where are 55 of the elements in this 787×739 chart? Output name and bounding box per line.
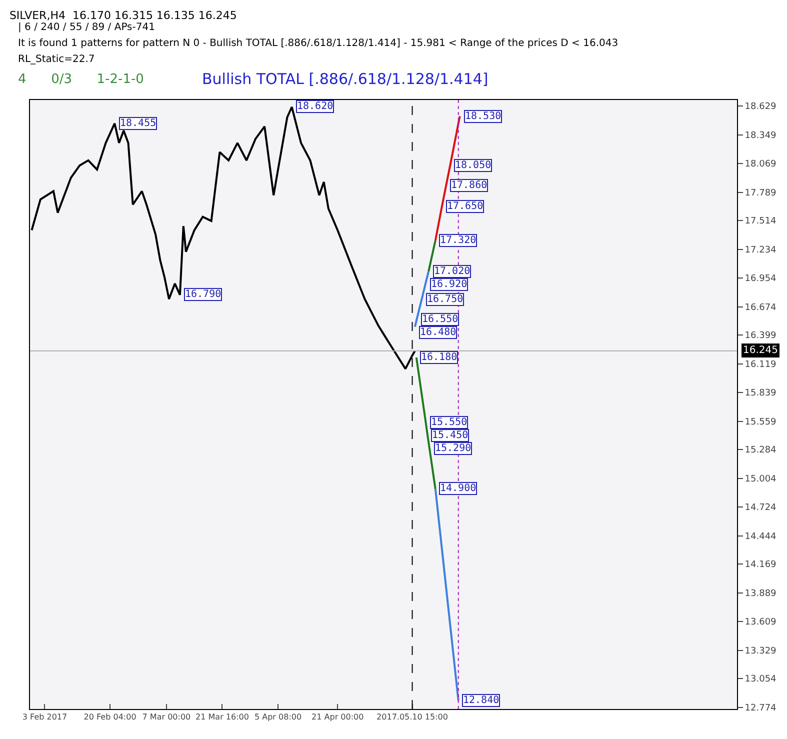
x-tick-label: 7 Mar 00:00 <box>142 712 191 722</box>
ref-line-label: 16.245 <box>743 345 778 356</box>
y-tick-label: 16.954 <box>744 274 777 284</box>
text: 4 0/3 1-2-1-0 <box>18 72 144 87</box>
y-tick-label: 18.349 <box>744 130 777 141</box>
y-tick-label: 13.054 <box>744 674 777 685</box>
y-tick-label: 16.399 <box>744 331 777 342</box>
y-tick-label: 17.234 <box>744 245 777 256</box>
annotation: 16.550 <box>422 314 458 325</box>
y-tick-label: 18.069 <box>744 160 777 170</box>
annotation: 17.860 <box>451 180 488 191</box>
annotation: 17.320 <box>440 235 476 246</box>
x-tick-label: 21 Mar 16:00 <box>196 712 249 722</box>
y-tick-label: 13.329 <box>744 646 777 656</box>
text: | 6 / 240 / 55 / 89 / APs-741 <box>18 22 155 33</box>
text: RL_Static=22.7 <box>18 54 95 65</box>
y-tick-label: 17.789 <box>744 188 777 198</box>
annotation: 16.790 <box>185 289 222 300</box>
y-tick-label: 16.674 <box>744 302 777 313</box>
y-tick-label: 13.609 <box>744 618 777 628</box>
annotation: 17.020 <box>434 266 470 277</box>
annotation: 15.450 <box>432 430 468 441</box>
annotation: 17.650 <box>447 201 484 212</box>
text: It is found 1 patterns for pattern N 0 - Bullish TOTAL [.886/.618/1.128/1.414] - 15.981 < Range of the prices D < 16.043 <box>18 38 618 49</box>
annotation: 15.550 <box>431 417 468 428</box>
annotation: 16.180 <box>421 352 458 363</box>
x-tick-label: 3 Feb 2017 <box>22 712 68 722</box>
chart-title: SILVER,H4 16.170 16.315 16.135 16.245 <box>9 8 237 22</box>
y-tick-label: 15.004 <box>744 474 777 484</box>
y-tick-label: 12.774 <box>744 703 777 714</box>
x-tick-label: 20 Feb 04:00 <box>84 712 136 722</box>
y-tick-label: 16.119 <box>744 360 777 370</box>
x-tick-label: 2017.05.10 15:00 <box>376 712 448 722</box>
x-tick-label: 21 Apr 00:00 <box>312 712 364 722</box>
annotation: 16.480 <box>420 327 456 338</box>
y-tick-label: 14.169 <box>744 560 777 570</box>
y-tick-label: 14.444 <box>744 532 777 542</box>
text: Bullish TOTAL [.886/.618/1.128/1.414] <box>202 70 488 88</box>
y-tick-label: 13.889 <box>744 588 777 599</box>
x-tick-label: 5 Apr 08:00 <box>254 712 302 722</box>
y-tick-label: 14.724 <box>744 503 777 514</box>
y-tick-label: 18.629 <box>744 102 777 112</box>
y-tick-label: 15.559 <box>744 417 777 428</box>
annotation: 18.455 <box>120 118 156 129</box>
annotation: 16.750 <box>427 294 464 305</box>
annotation: 18.050 <box>455 160 492 171</box>
y-tick-label: 17.514 <box>744 216 777 227</box>
annotation: 18.530 <box>465 111 502 122</box>
y-tick-label: 15.284 <box>744 446 777 456</box>
annotation: 14.900 <box>440 483 476 494</box>
annotation: 15.290 <box>435 443 472 454</box>
y-tick-label: 15.839 <box>744 388 777 399</box>
annotation: 16.920 <box>431 279 468 290</box>
annotation: 12.840 <box>463 695 500 706</box>
annotation: 18.620 <box>297 101 334 112</box>
